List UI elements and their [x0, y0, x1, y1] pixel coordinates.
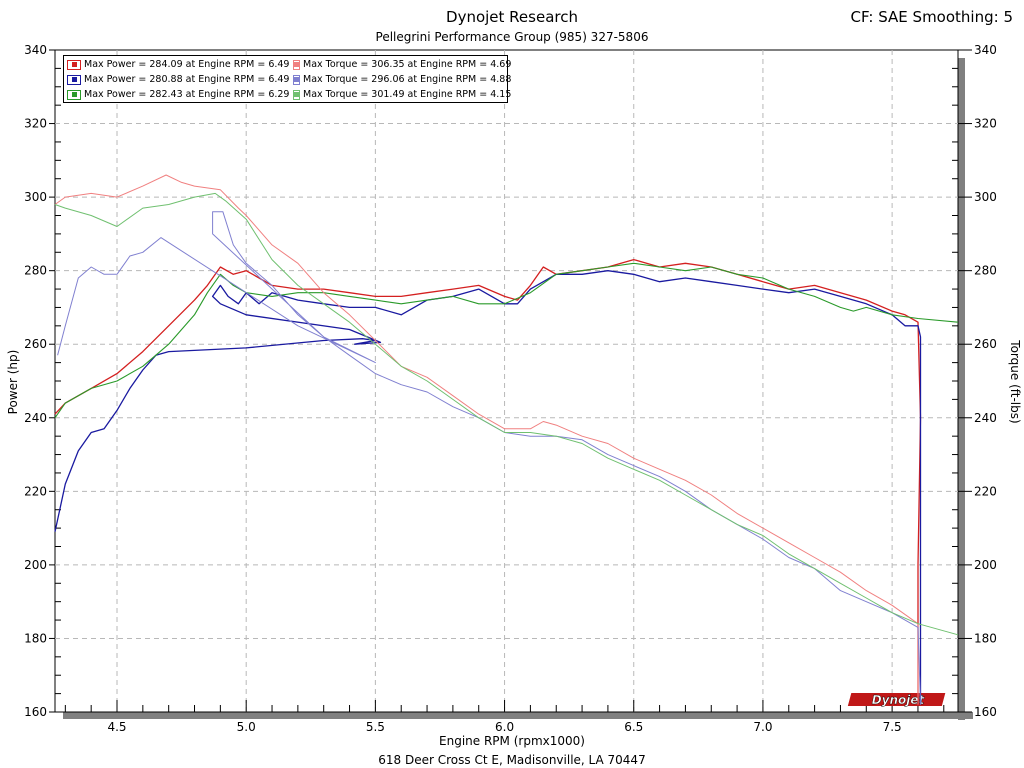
legend-swatch — [67, 59, 81, 70]
legend-item: Max Power = 284.09 at Engine RPM = 6.49 — [67, 58, 293, 71]
x-tick-label: 7.5 — [883, 720, 902, 734]
x-tick-label: 5.0 — [237, 720, 256, 734]
y-tick-label-left: 200 — [24, 558, 47, 572]
legend: Max Power = 284.09 at Engine RPM = 6.49 M… — [63, 55, 511, 103]
legend-swatch — [67, 74, 81, 85]
y-tick-label-left: 180 — [24, 631, 47, 645]
x-tick-label: 6.5 — [624, 720, 643, 734]
chart-title: Dynojet Research — [446, 8, 578, 26]
legend-item: Max Torque = 306.35 at Engine RPM = 4.69 — [293, 58, 511, 71]
legend-label: Max Power = 280.88 at Engine RPM = 6.49 — [84, 74, 290, 85]
legend-label: Max Power = 284.09 at Engine RPM = 6.49 — [84, 59, 290, 70]
legend-item: Max Power = 282.43 at Engine RPM = 6.29 — [67, 88, 293, 101]
y-tick-label-right: 200 — [974, 558, 997, 572]
y-tick-label-left: 260 — [24, 337, 47, 351]
footer-address: 618 Deer Cross Ct E, Madisonville, LA 70… — [378, 753, 646, 767]
legend-label: Max Power = 282.43 at Engine RPM = 6.29 — [84, 89, 290, 100]
y-tick-label-left: 280 — [24, 264, 47, 278]
y-tick-label-right: 320 — [974, 117, 997, 131]
x-axis-label: Engine RPM (rpmx1000) — [439, 734, 585, 748]
series-line-power-run-1 — [54, 258, 922, 705]
legend-item: Max Torque = 301.49 at Engine RPM = 4.15 — [293, 88, 511, 101]
legend-label: Max Torque = 301.49 at Engine RPM = 4.15 — [303, 89, 512, 100]
y-tick-label-right: 180 — [974, 631, 997, 645]
legend-label: Max Torque = 296.06 at Engine RPM = 4.88 — [303, 74, 512, 85]
plot-shadow-right — [958, 58, 965, 720]
y-tick-label-right: 280 — [974, 264, 997, 278]
legend-swatch — [293, 74, 300, 85]
x-tick-label: 7.0 — [753, 720, 772, 734]
legend-swatch — [67, 89, 81, 100]
legend-swatch — [293, 59, 300, 70]
legend-label: Max Torque = 306.35 at Engine RPM = 4.69 — [303, 59, 512, 70]
chart-subtitle: Pellegrini Performance Group (985) 327-5… — [375, 30, 649, 44]
dynojet-logo-text: Dynojet — [872, 693, 926, 707]
series-line-power-run-2 — [54, 270, 922, 705]
legend-item: Max Torque = 296.06 at Engine RPM = 4.88 — [293, 73, 511, 86]
y-tick-label-left: 300 — [24, 190, 47, 204]
correction-factor-label: CF: SAE Smoothing: 5 — [850, 8, 1013, 26]
series-line-torque-run-1 — [54, 174, 919, 705]
legend-item: Max Power = 280.88 at Engine RPM = 6.49 — [67, 73, 293, 86]
y-tick-label-left: 340 — [24, 43, 47, 57]
y-tick-label-right: 300 — [974, 190, 997, 204]
y-tick-label-left: 240 — [24, 411, 47, 425]
y-axis-label-left: Power (hp) — [6, 349, 20, 415]
plot-shadow-bottom — [63, 712, 973, 719]
series-line-torque-run-3 — [54, 192, 959, 636]
y-tick-label-left: 320 — [24, 117, 47, 131]
y-tick-label-right: 240 — [974, 411, 997, 425]
x-tick-label: 4.5 — [107, 720, 126, 734]
series-line-torque-run-2 — [57, 211, 921, 705]
legend-swatch — [293, 89, 300, 100]
y-tick-label-right: 260 — [974, 337, 997, 351]
y-tick-label-left: 160 — [24, 705, 47, 719]
plot-area — [54, 49, 959, 713]
y-tick-label-right: 160 — [974, 705, 997, 719]
y-tick-label-right: 220 — [974, 484, 997, 498]
y-tick-label-right: 340 — [974, 43, 997, 57]
x-tick-label: 6.0 — [495, 720, 514, 734]
y-axis-label-right: Torque (ft-lbs) — [1008, 340, 1022, 424]
y-tick-label-left: 220 — [24, 484, 47, 498]
x-tick-label: 5.5 — [366, 720, 385, 734]
series-line-power-run-3 — [54, 262, 959, 419]
